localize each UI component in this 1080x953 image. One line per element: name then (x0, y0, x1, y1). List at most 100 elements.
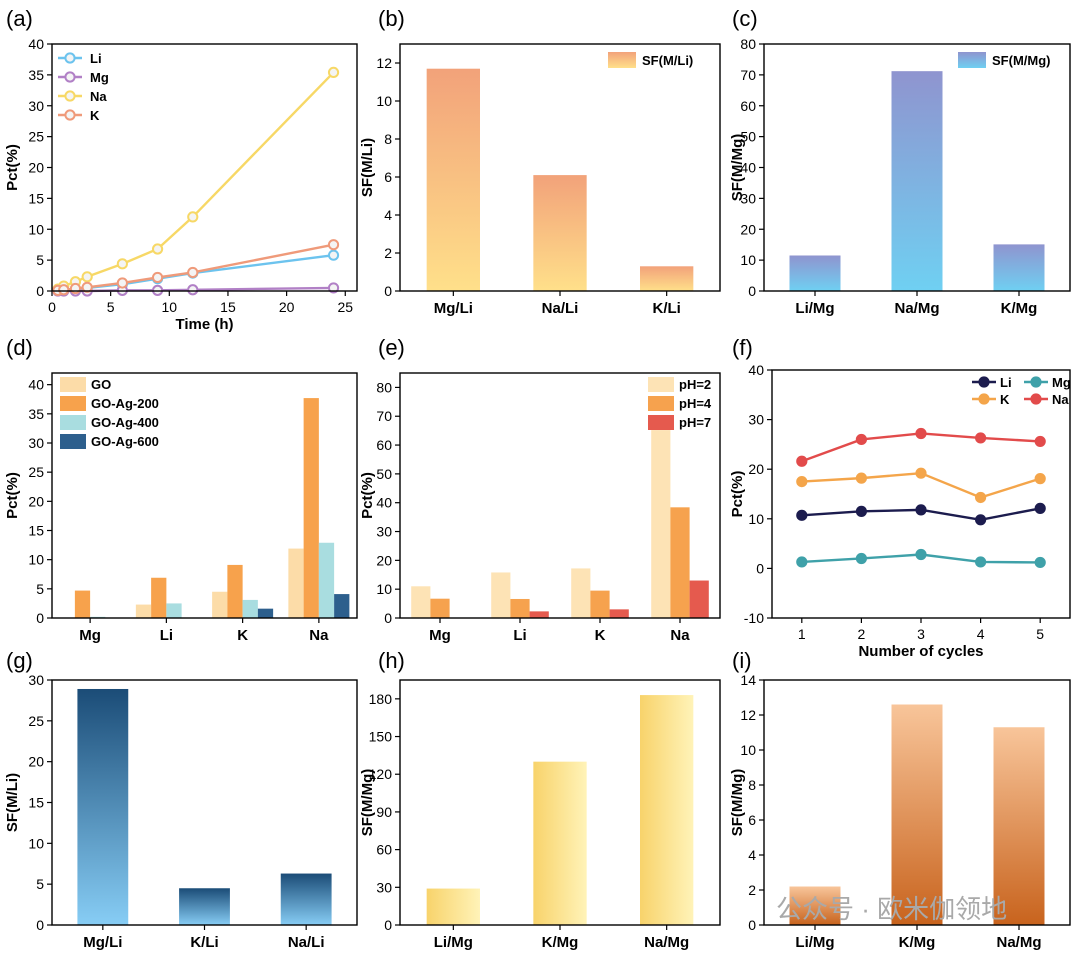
y-tick-label-d: 10 (28, 552, 44, 568)
x-tick-label-a: 15 (220, 299, 236, 315)
legend-label-a-Mg: Mg (90, 70, 109, 85)
y-tick-label-h: 0 (384, 917, 392, 933)
bar-d-GO-K (212, 591, 228, 618)
y-tick-label-i: 0 (748, 917, 756, 933)
bar-e-pH=2-K (571, 568, 591, 618)
data-point-a-Mg (187, 284, 199, 296)
y-tick-label-a: 40 (28, 36, 44, 52)
y-tick-label-g: 10 (28, 835, 44, 851)
panel-label-c: (c) (732, 6, 758, 31)
legend-marker-a-Mg (64, 71, 76, 83)
panel-g: 0 5 10 15 20 25 30 Mg/Li K/Li Na/Li (g) SF(M/Li) (4, 648, 358, 951)
series-line-a-K (57, 243, 334, 292)
bar-d-GO-Ag-400-Li (166, 603, 182, 618)
y-tick-label-h: 30 (376, 879, 392, 895)
data-point-a-Na (116, 258, 128, 270)
legend-label-f-K: K (1000, 392, 1010, 407)
y-tick-label-i: 6 (748, 812, 756, 828)
y-tick-label-a: 35 (28, 67, 44, 83)
y-tick-label-f: 40 (748, 362, 764, 378)
y-tick-label-a: 10 (28, 221, 44, 237)
data-point-f-Li (1034, 502, 1046, 514)
legend-label-b: SF(M/Li) (642, 53, 693, 68)
legend-marker-f-Li (978, 376, 990, 388)
data-point-a-Na (187, 211, 199, 223)
y-axis-title-i: SF(M/Mg) (729, 769, 746, 836)
panel-label-d: (d) (6, 335, 33, 360)
legend-swatch-d-GO-Ag-400 (60, 415, 86, 430)
category-label-g: K/Li (190, 934, 218, 951)
y-axis-title-g: SF(M/Li) (4, 773, 21, 832)
y-axis-title-a: Pct(%) (4, 144, 21, 191)
legend-swatch-d-GO (60, 377, 86, 392)
legend-label-c: SF(M/Mg) (992, 53, 1050, 68)
y-tick-label-a: 20 (28, 160, 44, 176)
category-label-e: K (595, 627, 606, 644)
bar-e-pH=7-Li (529, 611, 549, 618)
legend-marker-f-Na (1030, 393, 1042, 405)
y-tick-label-c: 0 (748, 283, 756, 299)
panel-label-g: (g) (6, 648, 33, 673)
category-label-e: Li (513, 627, 526, 644)
data-point-a-K (116, 277, 128, 289)
y-tick-label-d: 0 (36, 610, 44, 626)
category-label-e: Mg (429, 627, 451, 644)
y-axis-title-b: SF(M/Li) (359, 138, 376, 197)
legend-label-f-Mg: Mg (1052, 375, 1071, 390)
x-tick-label-f: 5 (1036, 626, 1044, 642)
category-label-b: Mg/Li (434, 300, 473, 317)
data-point-f-Mg (1034, 556, 1046, 569)
category-label-h: Na/Mg (644, 934, 689, 951)
bar-g-K/Li (179, 888, 230, 925)
data-point-a-Na (151, 243, 164, 255)
y-tick-label-d: 20 (28, 493, 44, 509)
bar-e-pH=7-K (609, 609, 629, 618)
y-tick-label-c: 70 (740, 67, 756, 83)
data-point-a-Na (81, 271, 93, 283)
y-tick-label-d: 30 (28, 435, 44, 451)
panel-label-e: (e) (378, 335, 405, 360)
bar-h-Na/Mg (640, 695, 694, 925)
bar-e-pH=4-Mg (430, 598, 450, 618)
panel-f: -10 0 10 20 30 40 1 2 3 4 5 Li Mg K Na (f) Pct(%) Number … (729, 335, 1071, 660)
plot-frame-f (771, 369, 1071, 619)
panel-b: 0 2 4 6 8 10 12 Mg/Li Na/Li K/Li SF(M/Li) (b) SF(M/L… (359, 6, 721, 317)
y-tick-label-c: 20 (740, 221, 756, 237)
y-tick-label-h: 180 (369, 691, 393, 707)
legend-swatch-d-GO-Ag-600 (60, 434, 86, 449)
legend-label-e-pH=7: pH=7 (679, 415, 711, 430)
data-point-a-K (81, 281, 93, 293)
y-tick-label-c: 50 (740, 129, 756, 145)
data-point-a-K (187, 266, 199, 279)
data-point-a-K (69, 282, 82, 295)
bar-d-GO-Li (135, 604, 152, 618)
data-point-a-Mg (327, 282, 340, 294)
legend-swatch-c (958, 52, 986, 68)
data-point-a-K (327, 239, 340, 251)
legend-label-d-GO-Ag-600: GO-Ag-600 (91, 434, 159, 449)
category-label-h: K/Mg (542, 934, 579, 951)
x-tick-label-f: 1 (798, 626, 806, 642)
plot-frame-c (763, 43, 1071, 292)
data-point-f-Li (855, 505, 868, 517)
x-tick-label-a: 25 (337, 299, 353, 315)
bar-c-K/Mg (993, 244, 1045, 291)
data-point-f-Mg (915, 548, 927, 561)
data-point-f-Mg (796, 556, 808, 568)
x-tick-label-a: 5 (107, 299, 115, 315)
y-tick-label-a: 30 (28, 98, 44, 114)
data-point-f-Na (855, 433, 868, 446)
y-tick-label-h: 60 (376, 842, 392, 858)
y-tick-label-e: 70 (376, 408, 392, 424)
y-tick-label-g: 25 (28, 713, 44, 729)
bar-d-GO-Ag-200-K (227, 564, 243, 618)
y-tick-label-e: 20 (376, 552, 392, 568)
y-tick-label-i: 12 (740, 707, 756, 723)
data-point-a-K (151, 271, 164, 284)
bar-d-GO-Ag-200-Mg (74, 590, 91, 618)
data-point-f-K (915, 467, 927, 479)
data-point-f-K (855, 472, 868, 484)
bar-e-pH=4-K (590, 590, 610, 618)
x-axis-title-a: Time (h) (175, 316, 233, 333)
